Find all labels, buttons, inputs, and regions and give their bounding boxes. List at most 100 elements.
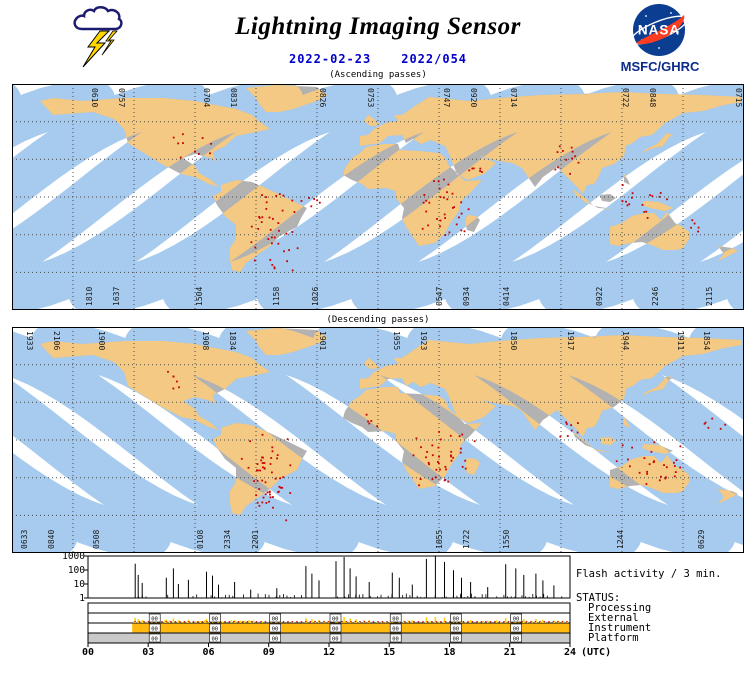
svg-text:00: 00 <box>212 626 219 632</box>
svg-text:1901: 1901 <box>318 331 327 350</box>
continents-in-swath <box>40 328 742 515</box>
svg-text:0848: 0848 <box>648 88 657 107</box>
svg-text:1158: 1158 <box>272 287 281 306</box>
svg-text:0922: 0922 <box>595 287 604 306</box>
status-row-label-platform: Platform <box>588 632 639 644</box>
lightning-bolt-small <box>101 30 118 56</box>
y-tick-1000: 1000 <box>62 551 85 562</box>
x-tick-21: 21 <box>504 647 516 658</box>
status-row-processing-bar <box>87 602 571 614</box>
svg-text:1900: 1900 <box>97 331 106 350</box>
continents-in-swath <box>40 85 742 272</box>
x-tick-12: 12 <box>323 647 335 658</box>
svg-text:1244: 1244 <box>616 530 625 549</box>
svg-text:00: 00 <box>272 616 279 622</box>
x-tick-18: 18 <box>443 647 455 658</box>
svg-text:0715: 0715 <box>734 88 743 107</box>
svg-text:0753: 0753 <box>366 88 375 107</box>
svg-text:00: 00 <box>212 616 219 622</box>
y-tick-10: 10 <box>74 579 86 590</box>
y-tick-100: 100 <box>68 565 85 576</box>
svg-text:1911: 1911 <box>676 331 685 350</box>
map-frame <box>12 84 744 310</box>
flash-activity-label: Flash activity / 3 min. <box>576 568 721 580</box>
flash-spikes <box>134 556 570 599</box>
svg-text:0108: 0108 <box>196 530 205 549</box>
svg-text:1854: 1854 <box>702 331 711 350</box>
svg-text:0508: 0508 <box>92 530 101 549</box>
svg-text:0840: 0840 <box>47 530 56 549</box>
status-row-label-processing: Processing <box>588 602 651 614</box>
date-row: 2022-02-23 2022/054 <box>0 52 756 66</box>
lightning-flash-dots <box>172 133 700 272</box>
svg-text:0831: 0831 <box>229 88 238 107</box>
svg-text:1933: 1933 <box>25 331 34 350</box>
svg-text:00: 00 <box>453 636 460 642</box>
svg-text:2334: 2334 <box>223 530 232 549</box>
descending-caption: (Descending passes) <box>326 315 430 325</box>
x-tick-24: 24 <box>564 647 576 658</box>
lightning-flash-dots <box>167 370 727 522</box>
svg-text:0747: 0747 <box>442 88 451 107</box>
ascending-pass-map: 0610 0757 0704 0831 0826 0753 0747 0920 0714 0722… <box>12 84 744 310</box>
svg-text:00: 00 <box>513 626 520 632</box>
pass-time-labels: 0610 0757 0704 0831 0826 0753 0747 0920 0714 0722… <box>85 88 743 306</box>
svg-text:1834: 1834 <box>228 331 237 350</box>
flash-activity-panel: 1000 100 10 1 00000000000000000000000000… <box>62 551 721 658</box>
svg-text:00: 00 <box>151 616 158 622</box>
svg-text:0722: 0722 <box>621 88 630 107</box>
svg-text:1637: 1637 <box>112 287 121 306</box>
ascending-caption: (Ascending passes) <box>329 70 427 80</box>
x-tick-00: 00 <box>82 647 94 658</box>
x-tick-15: 15 <box>383 647 395 658</box>
svg-text:00: 00 <box>453 616 460 622</box>
x-axis-unit: (UTC) <box>581 647 611 658</box>
graticule <box>12 84 744 310</box>
svg-text:00: 00 <box>151 626 158 632</box>
svg-text:0704: 0704 <box>202 88 211 107</box>
flash-plot-box <box>87 555 571 599</box>
nasa-wordmark: NASA <box>638 23 680 38</box>
svg-text:1944: 1944 <box>621 331 630 350</box>
svg-text:0934: 0934 <box>462 287 471 306</box>
svg-text:0757: 0757 <box>117 88 126 107</box>
svg-text:00: 00 <box>212 636 219 642</box>
svg-text:00: 00 <box>272 636 279 642</box>
x-tick-03: 03 <box>142 647 154 658</box>
svg-text:1810: 1810 <box>85 287 94 306</box>
svg-text:1855: 1855 <box>435 530 444 549</box>
svg-text:1908: 1908 <box>201 331 210 350</box>
x-tick-09: 09 <box>263 647 275 658</box>
map-frame <box>12 327 744 553</box>
svg-text:00: 00 <box>453 626 460 632</box>
svg-text:2246: 2246 <box>651 287 660 306</box>
instrument-coverage <box>132 623 570 633</box>
svg-text:00: 00 <box>332 626 339 632</box>
x-tick-06: 06 <box>202 647 214 658</box>
svg-text:00: 00 <box>392 626 399 632</box>
status-label: STATUS: <box>576 592 620 604</box>
y-tick-1: 1 <box>79 593 85 604</box>
svg-text:1722: 1722 <box>462 530 471 549</box>
svg-text:00: 00 <box>151 636 158 642</box>
svg-text:0633: 0633 <box>20 530 29 549</box>
svg-text:1504: 1504 <box>195 287 204 306</box>
svg-text:00: 00 <box>513 636 520 642</box>
svg-text:00: 00 <box>332 636 339 642</box>
msfc-ghrc-label: MSFC/GHRC <box>620 59 700 74</box>
status-row-label-external: External <box>588 612 639 624</box>
storm-icon <box>73 6 123 68</box>
observation-date: 2022-02-23 <box>288 52 372 66</box>
x-axis-labels: 00 03 06 09 12 15 18 21 24 (UTC) <box>82 647 611 658</box>
svg-text:1550: 1550 <box>502 530 511 549</box>
svg-text:00: 00 <box>392 636 399 642</box>
svg-text:2106: 2106 <box>52 331 61 350</box>
svg-text:00: 00 <box>392 616 399 622</box>
graticule <box>12 327 744 553</box>
svg-text:1923: 1923 <box>419 331 428 350</box>
status-tick-boxes: 00 00 00 00 00 00 00 00 00 00 00 00 00 00 00 00 00 00 00 00… <box>148 613 523 642</box>
svg-text:1026: 1026 <box>311 287 320 306</box>
svg-text:0547: 0547 <box>435 287 444 306</box>
descending-pass-map: 1933 2106 1900 1908 1834 1901 1955 1923 1850 1917… <box>12 327 744 553</box>
svg-text:00: 00 <box>332 616 339 622</box>
